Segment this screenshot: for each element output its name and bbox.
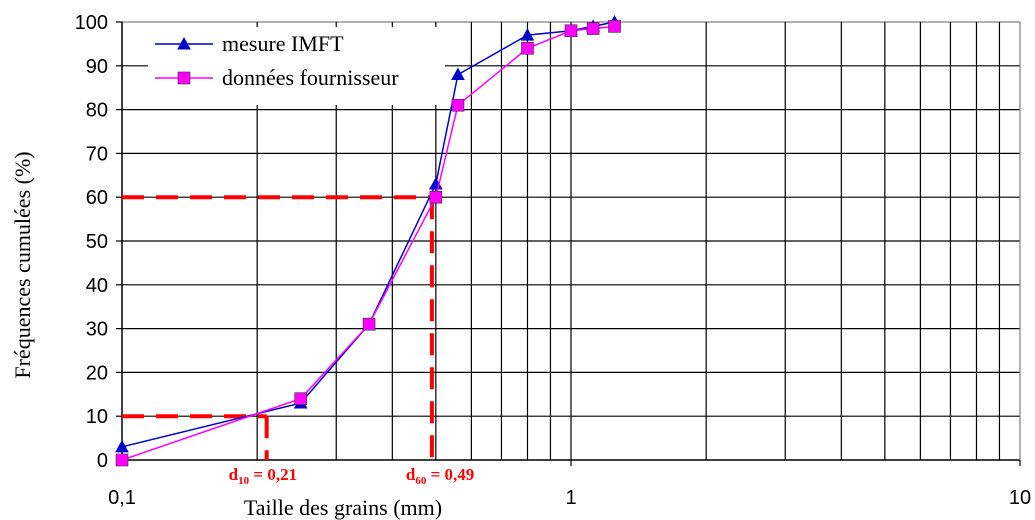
triangle-marker bbox=[115, 439, 129, 453]
square-marker bbox=[429, 190, 443, 204]
y-tick-label: 60 bbox=[86, 187, 108, 209]
y-tick-label: 10 bbox=[86, 406, 108, 428]
square-marker bbox=[451, 98, 465, 112]
y-tick-label: 40 bbox=[86, 275, 108, 297]
legend-label: données fournisseur bbox=[222, 65, 399, 90]
legend-label: mesure IMFT bbox=[222, 31, 344, 56]
series-donnees-fournisseur bbox=[115, 20, 621, 467]
x-tick-label: 10 bbox=[1009, 487, 1031, 509]
square-marker bbox=[177, 71, 191, 85]
annotations: d10 = 0,21 d60 = 0,49 bbox=[229, 465, 475, 487]
square-marker bbox=[564, 24, 578, 38]
legend-box bbox=[148, 27, 445, 105]
square-marker bbox=[586, 22, 600, 35]
reference-label: d10 = 0,21 bbox=[229, 465, 297, 487]
triangle-marker bbox=[451, 67, 465, 81]
y-tick-label: 70 bbox=[86, 143, 108, 165]
square-marker bbox=[521, 41, 534, 55]
triangle-marker bbox=[520, 28, 535, 41]
triangle-marker bbox=[177, 36, 191, 50]
y-tick-label: 0 bbox=[97, 450, 108, 472]
y-tick-labels: 0 10 20 30 40 50 60 70 80 90 100 bbox=[75, 12, 122, 472]
y-tick-label: 100 bbox=[75, 12, 108, 34]
square-marker bbox=[294, 392, 307, 405]
legend: mesure IMFT données fournisseur bbox=[148, 27, 445, 105]
x-tick-labels: 0,1 1 10 bbox=[108, 460, 1031, 509]
square-marker bbox=[115, 453, 129, 467]
y-tick-label: 90 bbox=[86, 56, 108, 78]
y-axis-title: Fréquences cumulées (%) bbox=[10, 151, 35, 378]
reference-lines bbox=[122, 195, 434, 460]
y-tick-label: 50 bbox=[86, 231, 108, 253]
x-tick-label: 0,1 bbox=[108, 487, 136, 509]
square-marker bbox=[608, 20, 621, 33]
y-tick-label: 80 bbox=[86, 100, 108, 122]
reference-label: d60 = 0,49 bbox=[406, 465, 474, 487]
y-tick-label: 30 bbox=[86, 319, 108, 341]
y-tick-label: 20 bbox=[86, 362, 108, 384]
x-axis-title: Taille des grains (mm) bbox=[244, 495, 442, 520]
series-group bbox=[115, 14, 622, 467]
x-tick-label: 1 bbox=[565, 487, 576, 509]
square-marker bbox=[362, 317, 376, 331]
